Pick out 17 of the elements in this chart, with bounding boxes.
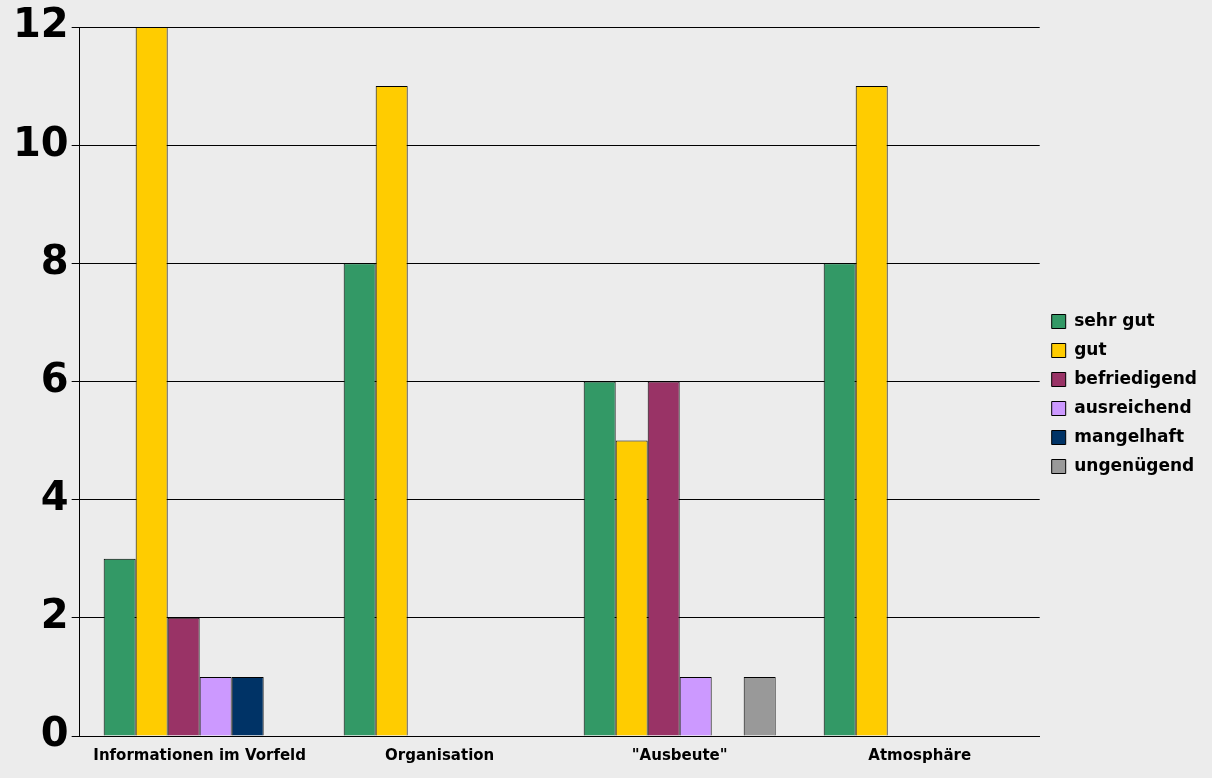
y-tick-label: 0 [40, 709, 69, 756]
x-tick-label: Informationen im Vorfeld [93, 745, 307, 764]
y-tick-label: 4 [40, 473, 69, 520]
y-tick-label: 10 [12, 118, 69, 165]
legend-label: ausreichend [1074, 396, 1192, 417]
legend-label: mangelhaft [1074, 425, 1185, 446]
y-tick-label: 6 [40, 354, 69, 401]
legend-label: gut [1074, 338, 1107, 359]
y-tick-label: 8 [40, 236, 69, 283]
legend-label: sehr gut [1074, 309, 1155, 330]
x-tick-label: "Ausbeute" [631, 745, 728, 764]
legend-label: ungenügend [1074, 454, 1195, 475]
x-tick-label: Atmosphäre [868, 745, 972, 764]
x-tick-label: Organisation [385, 745, 495, 764]
y-tick-label: 12 [12, 0, 69, 47]
y-tick-label: 2 [40, 591, 69, 638]
legend-label: befriedigend [1074, 367, 1198, 388]
